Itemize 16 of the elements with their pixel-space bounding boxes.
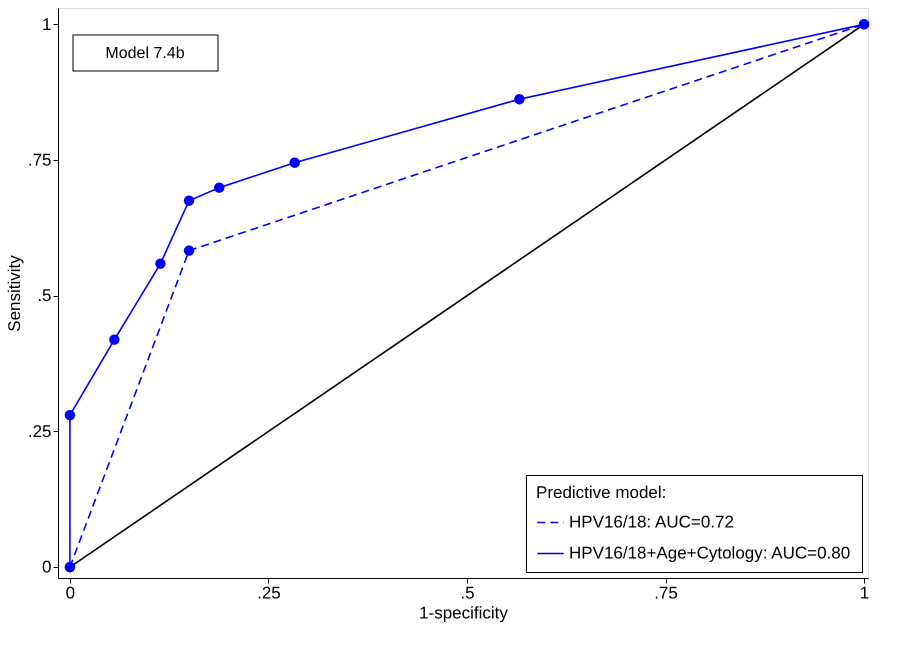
- x-tick-label: 1: [860, 584, 870, 602]
- x-tick-label: 0: [66, 584, 76, 602]
- y-tick-label: 0: [42, 558, 52, 577]
- legend-title: Predictive model:: [536, 483, 666, 502]
- x-tick-label: .5: [460, 584, 475, 602]
- y-tick-label: .75: [28, 150, 52, 170]
- annotation: Model 7.4b: [105, 45, 185, 62]
- y-axis-title: Sensitivity: [4, 254, 24, 332]
- x-tick-label: .25: [257, 584, 281, 602]
- x-axis-title: 1-specificity: [419, 604, 508, 622]
- legend-label: HPV16/18+Age+Cytology: AUC=0.80: [569, 544, 850, 562]
- y-tick-label: .25: [28, 422, 52, 441]
- x-tick-label: .75: [654, 584, 678, 602]
- y-tick-label: 1: [42, 14, 52, 34]
- y-tick-label: .5: [37, 286, 52, 306]
- legend-label: HPV16/18: AUC=0.72: [569, 512, 734, 532]
